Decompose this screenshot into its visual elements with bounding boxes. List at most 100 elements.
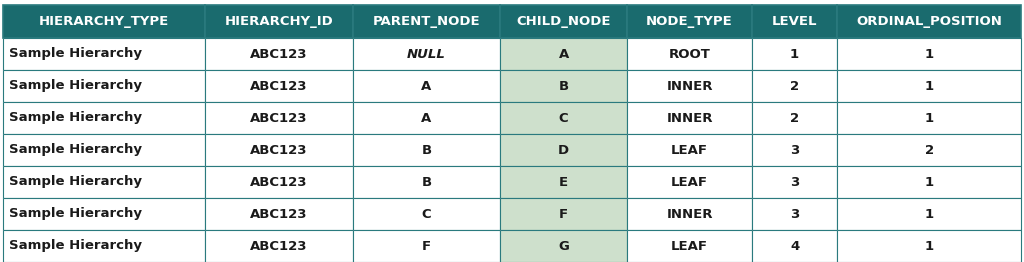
Text: CHILD_NODE: CHILD_NODE — [516, 15, 611, 28]
Bar — [752, 198, 838, 230]
Bar — [838, 230, 1021, 262]
Bar — [352, 5, 500, 38]
Bar — [627, 5, 752, 38]
Bar — [205, 198, 352, 230]
Text: 1: 1 — [925, 208, 934, 221]
Bar — [3, 166, 205, 198]
Bar — [838, 198, 1021, 230]
Text: B: B — [558, 79, 568, 92]
Bar — [627, 70, 752, 102]
Text: A: A — [421, 112, 431, 124]
Text: 1: 1 — [791, 47, 799, 61]
Bar — [205, 198, 352, 230]
Bar — [205, 70, 352, 102]
Bar — [205, 166, 352, 198]
Text: F: F — [422, 239, 431, 253]
Text: INNER: INNER — [667, 79, 713, 92]
Bar — [500, 166, 627, 198]
Bar — [627, 102, 752, 134]
Text: ROOT: ROOT — [669, 47, 711, 61]
Bar — [838, 5, 1021, 38]
Bar — [500, 134, 627, 166]
Text: ABC123: ABC123 — [250, 112, 307, 124]
Bar — [205, 5, 352, 38]
Text: ABC123: ABC123 — [250, 79, 307, 92]
Text: PARENT_NODE: PARENT_NODE — [373, 15, 480, 28]
Bar — [752, 70, 838, 102]
Bar — [500, 38, 627, 70]
Bar — [205, 102, 352, 134]
Text: Sample Hierarchy: Sample Hierarchy — [9, 176, 142, 188]
Bar — [205, 38, 352, 70]
Bar — [205, 134, 352, 166]
Bar — [627, 198, 752, 230]
Text: LEAF: LEAF — [671, 144, 709, 156]
Bar — [627, 198, 752, 230]
Text: Sample Hierarchy: Sample Hierarchy — [9, 239, 142, 253]
Bar — [752, 38, 838, 70]
Bar — [352, 134, 500, 166]
Bar — [352, 134, 500, 166]
Bar — [352, 166, 500, 198]
Bar — [627, 230, 752, 262]
Text: ABC123: ABC123 — [250, 47, 307, 61]
Bar — [627, 230, 752, 262]
Text: Sample Hierarchy: Sample Hierarchy — [9, 144, 142, 156]
Bar — [752, 230, 838, 262]
Bar — [838, 70, 1021, 102]
Bar — [838, 70, 1021, 102]
Text: 1: 1 — [925, 112, 934, 124]
Text: ABC123: ABC123 — [250, 176, 307, 188]
Text: A: A — [421, 79, 431, 92]
Bar — [3, 70, 205, 102]
Bar — [3, 166, 205, 198]
Text: 1: 1 — [925, 47, 934, 61]
Bar — [3, 70, 205, 102]
Bar — [500, 70, 627, 102]
Bar — [838, 166, 1021, 198]
Text: Sample Hierarchy: Sample Hierarchy — [9, 112, 142, 124]
Bar — [838, 38, 1021, 70]
Text: 3: 3 — [790, 176, 799, 188]
Bar — [352, 230, 500, 262]
Bar — [500, 38, 627, 70]
Bar — [752, 70, 838, 102]
Bar — [500, 230, 627, 262]
Bar — [752, 5, 838, 38]
Bar — [752, 5, 838, 38]
Bar — [752, 198, 838, 230]
Text: A: A — [558, 47, 568, 61]
Text: Sample Hierarchy: Sample Hierarchy — [9, 208, 142, 221]
Bar — [3, 134, 205, 166]
Bar — [205, 70, 352, 102]
Text: 2: 2 — [925, 144, 934, 156]
Text: LEAF: LEAF — [671, 176, 709, 188]
Bar — [627, 38, 752, 70]
Bar — [500, 198, 627, 230]
Bar — [627, 166, 752, 198]
Bar — [352, 38, 500, 70]
Text: B: B — [421, 176, 431, 188]
Bar — [205, 38, 352, 70]
Bar — [752, 102, 838, 134]
Bar — [352, 70, 500, 102]
Text: C: C — [559, 112, 568, 124]
Text: G: G — [558, 239, 569, 253]
Text: F: F — [559, 208, 568, 221]
Bar — [627, 102, 752, 134]
Text: 3: 3 — [790, 208, 799, 221]
Bar — [752, 102, 838, 134]
Bar — [3, 5, 205, 38]
Text: E: E — [559, 176, 568, 188]
Bar — [3, 102, 205, 134]
Bar — [627, 134, 752, 166]
Text: INNER: INNER — [667, 208, 713, 221]
Text: Sample Hierarchy: Sample Hierarchy — [9, 79, 142, 92]
Text: ORDINAL_POSITION: ORDINAL_POSITION — [856, 15, 1002, 28]
Bar — [205, 102, 352, 134]
Bar — [627, 70, 752, 102]
Bar — [352, 5, 500, 38]
Bar — [838, 230, 1021, 262]
Text: C: C — [422, 208, 431, 221]
Bar — [838, 102, 1021, 134]
